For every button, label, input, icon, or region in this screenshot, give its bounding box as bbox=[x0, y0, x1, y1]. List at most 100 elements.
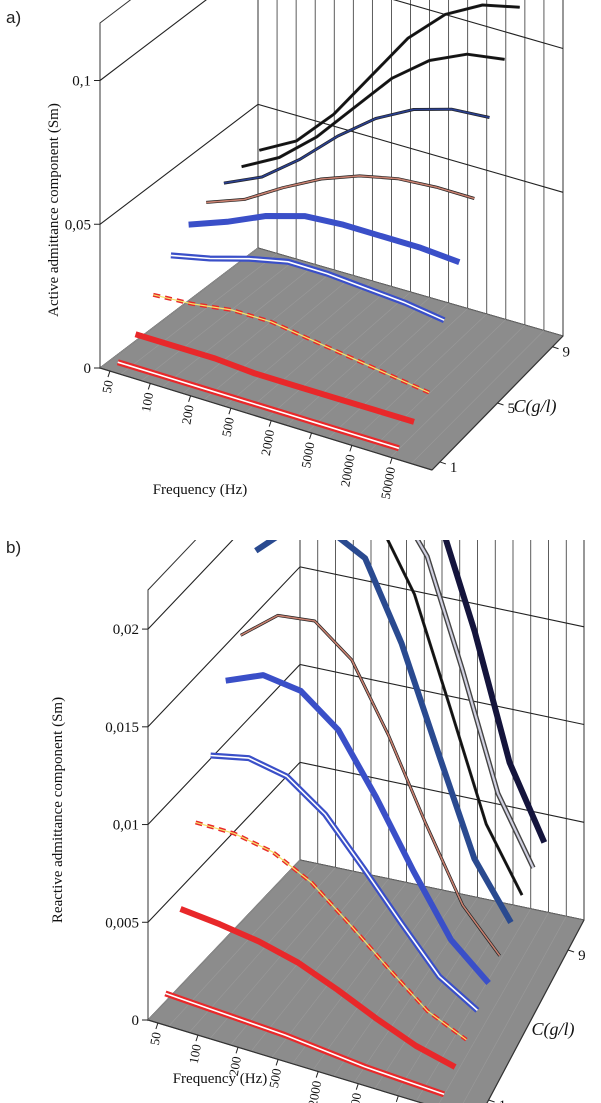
x-tick-label: 50000 bbox=[378, 466, 398, 501]
x-tick-mark bbox=[275, 1059, 279, 1066]
series-line-7 bbox=[254, 540, 514, 924]
z-axis-title: Active admittance component (Sm) bbox=[46, 103, 62, 317]
x-tick-mark bbox=[107, 370, 111, 378]
reactive-admittance-chart: 00,0050,010,0150,02501002005002000500020… bbox=[50, 540, 586, 1103]
floor-gridline bbox=[312, 889, 443, 1071]
series-line-9 bbox=[258, 3, 520, 152]
z-gridline bbox=[99, 103, 564, 225]
x-tick-label: 5000 bbox=[298, 441, 317, 469]
x-tick-label: 100 bbox=[186, 1043, 204, 1065]
floor-gridline bbox=[328, 308, 468, 439]
floor-gridline bbox=[168, 863, 318, 1027]
floor-gridline bbox=[120, 253, 278, 375]
z-gridline bbox=[147, 540, 234, 630]
y-tick-mark bbox=[567, 949, 575, 953]
floor-gridline bbox=[141, 258, 297, 381]
x-axis-line bbox=[99, 367, 433, 471]
y-axis-line bbox=[486, 919, 585, 1103]
floor-gridline bbox=[411, 330, 545, 464]
x-tick-label: 50 bbox=[147, 1031, 164, 1046]
floor-gridline bbox=[224, 280, 373, 407]
z-tick-label: 0,05 bbox=[65, 217, 91, 233]
y-axis-title: C(g/l) bbox=[514, 396, 557, 417]
x-tick-mark bbox=[315, 1071, 319, 1078]
y-tick-label: 9 bbox=[563, 345, 571, 361]
series-line-4 bbox=[210, 752, 480, 1013]
x-tick-mark bbox=[155, 1022, 159, 1030]
chart-series bbox=[116, 3, 520, 452]
z-tick-label: 0,015 bbox=[105, 720, 139, 736]
panel-label-b: b) bbox=[6, 538, 22, 557]
active-admittance-chart: 0 0,05 0,1 50 100 200 500 2000 5000 20000 50000 1 5 9… bbox=[46, 0, 570, 501]
y-axis-title: C(g/l) bbox=[532, 1019, 575, 1040]
series-line-10 bbox=[442, 540, 548, 844]
chart-grid bbox=[94, 0, 564, 471]
x-tick-label: 500 bbox=[219, 416, 237, 438]
series-line-3 bbox=[152, 292, 430, 395]
y-tick-mark bbox=[488, 1099, 495, 1103]
series-line-7 bbox=[223, 107, 490, 185]
floor-gridline bbox=[245, 286, 392, 413]
floor-gridline bbox=[374, 901, 496, 1089]
y-tick-label: 1 bbox=[499, 1098, 507, 1103]
x-tick-label: 200 bbox=[178, 404, 196, 426]
panel-label-a: a) bbox=[6, 8, 22, 27]
x-tick-label: 20000 bbox=[337, 453, 357, 488]
floor-gridline bbox=[390, 324, 526, 458]
z-gridline bbox=[147, 566, 585, 728]
series-line-8 bbox=[241, 52, 505, 169]
x-tick-label: 5000 bbox=[345, 1092, 364, 1103]
floor-gridline bbox=[230, 874, 372, 1046]
floor-gridline bbox=[438, 912, 549, 1103]
z-tick-label: 0,01 bbox=[113, 818, 139, 834]
floor-gridline bbox=[182, 269, 335, 394]
x-tick-mark bbox=[355, 1083, 359, 1090]
z-gridline bbox=[147, 761, 585, 923]
series-line-8 bbox=[386, 540, 524, 896]
series-line-5 bbox=[188, 213, 461, 266]
chart-labels: 0 0,05 0,1 50 100 200 500 2000 5000 20000 50000 1 5 9… bbox=[46, 74, 570, 501]
series-line-1 bbox=[116, 359, 400, 452]
x-tick-label: 2000 bbox=[258, 429, 277, 457]
floor-gridline bbox=[348, 313, 487, 445]
x-tick-mark bbox=[389, 457, 393, 464]
x-tick-mark bbox=[349, 445, 353, 452]
floor-gridline bbox=[203, 275, 354, 401]
y-tick-label: 1 bbox=[450, 460, 458, 476]
floor-gridline bbox=[354, 897, 478, 1083]
x-tick-label: 2000 bbox=[305, 1080, 324, 1103]
chart-labels: 00,0050,010,0150,02501002005002000500020… bbox=[50, 622, 586, 1103]
z-tick-label: 0 bbox=[132, 1013, 140, 1029]
x-tick-mark bbox=[235, 1047, 239, 1054]
z-tick-label: 0,1 bbox=[72, 74, 91, 90]
x-tick-mark bbox=[147, 383, 151, 390]
chart-grid bbox=[142, 540, 585, 1103]
x-tick-mark bbox=[195, 1034, 199, 1042]
floor-gridline bbox=[369, 319, 507, 452]
x-tick-label: 500 bbox=[266, 1067, 284, 1089]
chart-series bbox=[164, 540, 548, 1098]
series-line-6 bbox=[239, 613, 501, 957]
floor-gridline bbox=[162, 264, 316, 388]
x-tick-label: 50 bbox=[99, 379, 116, 394]
y-tick-label: 5 bbox=[508, 401, 516, 417]
series-line-3 bbox=[195, 820, 468, 1042]
series-line-6 bbox=[206, 174, 475, 204]
x-axis-title: Frequency (Hz) bbox=[173, 1071, 268, 1087]
z-gridline bbox=[99, 0, 564, 81]
z-tick-label: 0,005 bbox=[105, 915, 139, 931]
z-gridline bbox=[147, 663, 585, 825]
floor-gridline bbox=[292, 886, 425, 1064]
floor-gridline bbox=[250, 878, 389, 1052]
y-tick-mark bbox=[497, 402, 504, 406]
x-axis-title: Frequency (Hz) bbox=[153, 482, 248, 498]
floor-gridline bbox=[189, 867, 336, 1033]
z-axis-title: Reactive admittance component (Sm) bbox=[50, 697, 66, 923]
y-tick-mark bbox=[439, 461, 447, 465]
x-tick-mark bbox=[268, 420, 272, 427]
x-tick-mark bbox=[309, 432, 313, 440]
floor-gridline bbox=[462, 916, 567, 1103]
floor-gridline bbox=[307, 302, 449, 432]
x-tick-label: 100 bbox=[138, 391, 156, 413]
series-line-5 bbox=[225, 672, 491, 985]
